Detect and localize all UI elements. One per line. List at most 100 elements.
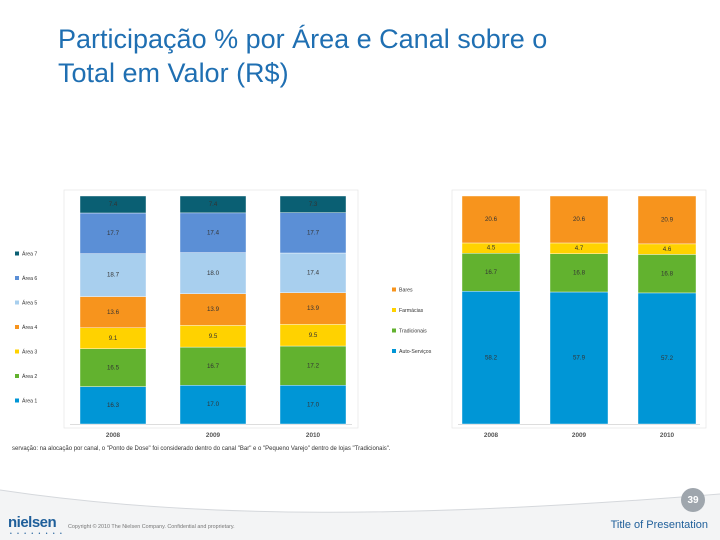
bar-segment (637, 195, 697, 245)
bar-value-label: 17.2 (307, 362, 320, 369)
slide-title-line1: Participação % por Área e Canal sobre o (58, 24, 548, 54)
legend-entry: Área 4 (22, 324, 37, 331)
page-number-badge: 39 (681, 488, 705, 512)
logo-dots: • • • • • • • • (10, 531, 64, 537)
bar-value-label: 57.9 (573, 355, 586, 362)
bar-segment (179, 385, 247, 425)
legend-swatch (15, 325, 19, 329)
bar-segment (637, 292, 697, 425)
bar-value-label: 18.7 (107, 272, 120, 279)
bar-value-label: 16.8 (661, 270, 674, 277)
legend-entry: Área 7 (22, 251, 37, 258)
legend-entry: Área 5 (22, 300, 37, 307)
bar-value-label: 17.0 (307, 401, 320, 408)
nielsen-logo: nielsen (8, 514, 57, 531)
bar-value-label: 20.9 (661, 217, 674, 224)
legend-swatch (392, 308, 396, 312)
bar-segment (79, 296, 147, 328)
bar-segment (279, 212, 347, 254)
slide-title-line2: Total em Valor (R$) (58, 58, 289, 88)
x-tick-label: 2008 (484, 432, 499, 439)
bar-segment (79, 212, 147, 254)
bar-value-label: 7.4 (209, 201, 218, 208)
bar-value-label: 13.9 (307, 305, 320, 312)
bar-segment (179, 252, 247, 294)
legend-entry: Farmácias (399, 308, 424, 314)
bar-value-label: 17.4 (307, 269, 320, 276)
legend-entry: Área 1 (22, 398, 37, 405)
chart-2: 58.2 16.7 4.5 20.6 2008 57.9 16.8 4.7 20.6 2009 57… (392, 189, 707, 439)
legend-swatch (15, 398, 19, 403)
bar-segment (279, 292, 347, 325)
bar-value-label: 13.6 (107, 309, 120, 316)
bar-value-label: 4.5 (487, 245, 496, 252)
bar-value-label: 7.3 (309, 201, 318, 208)
bar-segment (179, 195, 247, 214)
bar-value-label: 9.5 (209, 333, 218, 340)
bar-segment (79, 348, 147, 387)
legend-swatch (15, 276, 19, 280)
bar-value-label: 17.0 (207, 401, 220, 408)
copyright-text: Copyright © 2010 The Nielsen Company. Co… (68, 524, 235, 530)
bar-segment (461, 253, 521, 292)
legend-entry: Área 6 (22, 275, 37, 282)
x-tick-label: 2009 (206, 432, 221, 439)
bar-segment (79, 195, 147, 214)
bar-value-label: 58.2 (485, 354, 498, 361)
bar-value-label: 4.7 (575, 245, 584, 252)
bar-value-label: 18.0 (207, 270, 220, 277)
chart-note: servação: na alocação por canal, o "Pont… (12, 446, 391, 452)
x-tick-label: 2010 (660, 432, 675, 439)
bar-value-label: 16.7 (207, 363, 220, 370)
bar-value-label: 17.4 (207, 229, 220, 236)
legend-swatch (392, 349, 396, 353)
x-tick-label: 2008 (106, 432, 121, 439)
bar-segment (549, 291, 609, 425)
legend-swatch (392, 328, 396, 333)
bar-segment (279, 385, 347, 425)
bar-segment (179, 212, 247, 253)
bar-value-label: 57.2 (661, 355, 674, 362)
bar-value-label: 20.6 (573, 216, 586, 223)
bar-value-label: 20.6 (485, 216, 498, 223)
legend-entry: Bares (399, 288, 413, 294)
bar-segment (279, 195, 347, 213)
bar-segment (461, 195, 521, 244)
bar-segment (79, 386, 147, 425)
bar-segment (179, 346, 247, 386)
legend-swatch (15, 349, 19, 354)
bar-value-label: 4.6 (663, 246, 672, 253)
bar-value-label: 9.5 (309, 332, 318, 339)
bar-segment (179, 293, 247, 326)
bar-value-label: 13.9 (207, 306, 220, 313)
bar-segment (279, 252, 347, 293)
legend-swatch (15, 251, 19, 256)
bar-segment (549, 253, 609, 293)
footer-swoosh (0, 489, 720, 540)
x-tick-label: 2009 (572, 432, 587, 439)
legend-entry: Área 3 (22, 349, 37, 356)
bar-value-label: 16.7 (485, 269, 498, 276)
legend-swatch (15, 300, 19, 305)
legend-swatch (392, 287, 396, 292)
footer-presentation-title: Title of Presentation (610, 519, 708, 531)
bar-value-label: 16.8 (573, 269, 586, 276)
legend-entry: Área 2 (22, 373, 37, 380)
chart-1: 16.3 16.5 9.1 13.6 18.7 17.7 7.4 2008 17.0 16.7 9.… (15, 189, 359, 439)
bar-segment (279, 345, 347, 386)
bar-value-label: 16.5 (107, 364, 120, 371)
bar-value-label: 7.4 (109, 201, 118, 208)
bar-value-label: 17.7 (307, 229, 320, 236)
x-tick-label: 2010 (306, 432, 321, 439)
bar-segment (461, 291, 521, 425)
chart-2-legend: Bares Farmácias Tradicionais Auto-Serviços (392, 287, 432, 355)
bar-value-label: 16.3 (107, 402, 120, 409)
legend-entry: Auto-Serviços (399, 349, 432, 355)
legend-swatch (15, 374, 19, 378)
slide-title: Participação % por Área e Canal sobre o … (58, 22, 698, 90)
bar-segment (549, 195, 609, 244)
legend-entry: Tradicionais (399, 329, 427, 335)
bar-value-label: 9.1 (109, 335, 118, 342)
bar-value-label: 17.7 (107, 230, 120, 237)
